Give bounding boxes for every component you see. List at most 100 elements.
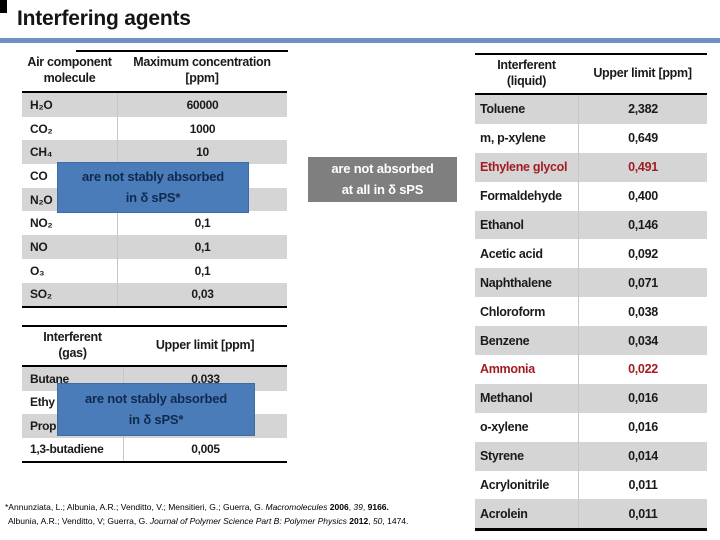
cell-value: 0,092	[578, 239, 707, 269]
footnote-text: 2012	[349, 515, 369, 526]
cell-value: 0,005	[123, 437, 287, 461]
footnote-text: ,	[348, 502, 354, 512]
cell-name: Benzene	[480, 333, 530, 348]
table-row: SO₂ 0,03	[22, 282, 287, 307]
table-row: Acrylonitrile 0,011	[475, 470, 707, 500]
liquid-col1-header: Interferent (liquid)	[497, 58, 556, 88]
cell-name: N₂O	[30, 192, 53, 207]
cell-value: 0,1	[117, 211, 287, 236]
page-title: Interfering agents	[17, 7, 191, 30]
liquid-table-rows: Toluene 2,382 m, p-xylene 0,649 Ethylene gly…	[475, 95, 707, 532]
table-row: Acrolein 0,011	[475, 499, 707, 529]
cell-value: 0,071	[578, 268, 707, 298]
cell-name: Ethylene glycol	[480, 160, 568, 175]
table-row: o-xylene 0,016	[475, 412, 707, 442]
footnote-text: Albunia, A.R.; Venditto, V; Guerra, G.	[8, 515, 150, 526]
table-row: CH₄ 10	[22, 140, 287, 165]
cell-value: 0,03	[117, 282, 287, 307]
cell-name: Methanol	[480, 391, 533, 406]
cell-value: 60000	[117, 93, 287, 117]
callout-not-stably-absorbed-air: are not stably absorbed in δ sPS*	[57, 162, 249, 213]
footnote-text: *Annunziata, L.; Albunia, A.R.; Venditto…	[5, 502, 266, 512]
footnote-text: Macromolecules	[265, 502, 328, 512]
callout-not-stably-absorbed-gas: are not stably absorbed in δ sPS*	[57, 383, 255, 436]
cell-name: Styrene	[480, 449, 524, 464]
cell-name: Ammonia	[480, 362, 535, 377]
table-row: Methanol 0,016	[475, 383, 707, 413]
corner-mark	[0, 0, 7, 13]
table-row: Chloroform 0,038	[475, 297, 707, 327]
cell-value: 0,011	[578, 470, 707, 500]
cell-name: Acrylonitrile	[480, 478, 550, 493]
cell-name: Formaldehyde	[480, 189, 562, 204]
table-row: Ethylene glycol 0,491	[475, 152, 707, 182]
footnote-text: , 1474.	[382, 515, 409, 526]
callout-line: at all in δ sPS	[341, 181, 424, 197]
cell-value: 0,022	[578, 355, 707, 384]
cell-value: 0,033	[123, 367, 287, 391]
cell-name: Ethanol	[480, 218, 524, 232]
table-row: m, p-xylene 0,649	[475, 123, 707, 153]
liquid-col2-header: Upper limit [ppm]	[593, 66, 692, 81]
callout-line: are not absorbed	[331, 161, 434, 177]
air-table-top-border	[76, 50, 288, 52]
footnote-text: ,	[368, 515, 373, 526]
table-row: Formaldehyde 0,400	[475, 181, 707, 211]
cell-value: 0,1	[117, 258, 287, 283]
cell-name: SO₂	[30, 287, 52, 302]
air-table-header: Air component molecule Maximum concentra…	[22, 50, 287, 93]
cell-value: 2,382	[578, 95, 707, 124]
cell-name: CO₂	[30, 121, 53, 136]
table-row: O₃ 0,1	[22, 258, 287, 283]
table-row: CO₂ 1000	[22, 116, 287, 141]
gas-col1-header: Interferent (gas)	[43, 330, 102, 360]
cell-name: Butane	[30, 371, 69, 386]
footnote-citations: *Annunziata, L.; Albunia, A.R.; Venditto…	[5, 501, 475, 528]
table-row: Naphthalene 0,071	[475, 268, 707, 298]
cell-name: m, p-xylene	[480, 131, 546, 146]
cell-name: Acetic acid	[480, 246, 543, 261]
callout-line: in δ sPS*	[128, 411, 184, 427]
table-row: Toluene 2,382	[475, 95, 707, 124]
table-row: Acetic acid 0,092	[475, 239, 707, 269]
cell-name: O₃	[30, 263, 45, 278]
table-row: Ammonia 0,022	[475, 355, 707, 384]
callout-line: in δ sPS*	[125, 189, 181, 205]
cell-value: 0,014	[578, 441, 707, 471]
cell-name: Toluene	[480, 102, 525, 117]
cell-name: Acrolein	[480, 506, 528, 521]
air-col2-header: Maximum concentration [ppm]	[133, 54, 271, 85]
footnote-line-2: Albunia, A.R.; Venditto, V; Guerra, G. J…	[5, 515, 475, 529]
table-row: H₂O 60000	[22, 93, 287, 117]
cell-name: o-xylene	[480, 420, 529, 435]
cell-value: 0,649	[578, 123, 707, 153]
footnote-text: 2006	[329, 502, 349, 512]
callout-line: are not stably absorbed	[81, 169, 225, 185]
footnote-text: ,	[362, 502, 368, 512]
cell-value: 0,034	[578, 326, 707, 356]
cell-name: Ethy	[30, 395, 55, 410]
footnote-line-1: *Annunziata, L.; Albunia, A.R.; Venditto…	[5, 501, 475, 515]
cell-value: 0,011	[578, 499, 707, 529]
cell-name: Naphthalene	[480, 275, 552, 290]
title-accent-line	[0, 38, 720, 43]
table-row: Ethanol 0,146	[475, 210, 707, 240]
cell-name: 1,3-butadiene	[30, 442, 104, 457]
cell-name: NO	[30, 239, 48, 254]
footnote-text: 9166.	[367, 502, 389, 512]
cell-value: 0,016	[578, 383, 707, 413]
cell-name: NO₂	[30, 216, 53, 231]
air-col1-header: Air component molecule	[27, 54, 112, 85]
cell-value: 0,016	[578, 412, 707, 442]
callout-not-absorbed-at-all: are not absorbed at all in δ sPS	[308, 157, 457, 202]
table-row: 1,3-butadiene 0,005	[22, 437, 287, 461]
cell-value: 0,146	[578, 210, 707, 240]
gas-col2-header: Upper limit [ppm]	[155, 338, 255, 353]
table-row: Benzene 0,034	[475, 326, 707, 356]
cell-name: Chloroform	[480, 304, 546, 319]
footnote-text: Journal of Polymer Science Part B: Polym…	[149, 515, 347, 526]
liquid-table-header: Interferent (liquid) Upper limit [ppm]	[475, 53, 707, 95]
cell-name: CH₄	[30, 145, 53, 160]
cell-value: 0,1	[117, 235, 287, 259]
